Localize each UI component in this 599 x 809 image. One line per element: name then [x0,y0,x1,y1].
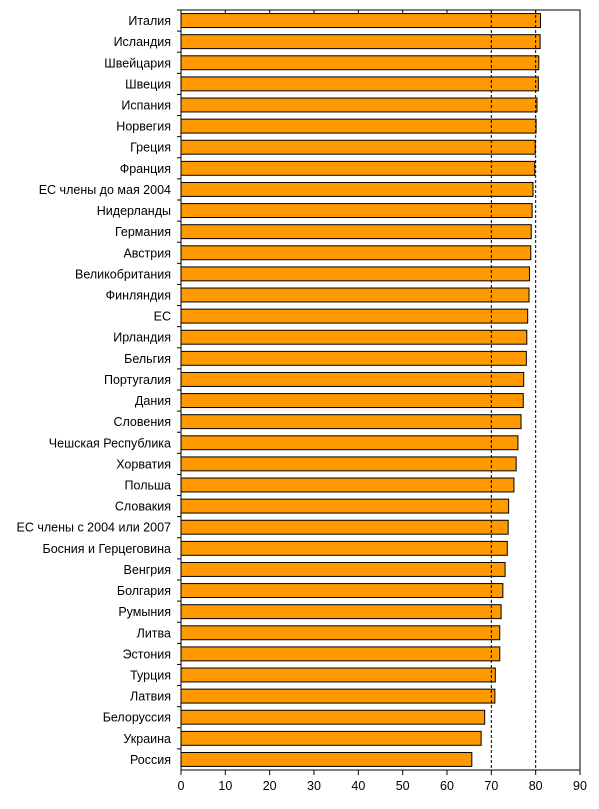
bar [180,203,533,219]
x-tick-label: 50 [396,779,410,793]
axes: Италия Исландия Швейцария Швеция Испания Норв… [17,9,587,793]
x-tick-label: 60 [440,779,454,793]
x-tick-label: 80 [529,779,543,793]
bar [180,160,536,176]
bar [180,414,522,430]
category-label: Италия [128,14,171,28]
bar [180,667,496,683]
category-label: Финляндия [106,289,171,303]
category-label: Швеция [125,77,171,91]
category-label: Босния и Герцеговина [42,542,171,556]
bar [180,350,527,366]
category-label: Австрия [123,246,171,260]
category-label: Словакия [115,500,171,514]
category-label: Испания [121,99,171,113]
category-label: Венгрия [124,563,171,577]
x-tick-label: 40 [351,779,365,793]
category-label: Белоруссия [103,711,171,725]
bar [180,266,530,282]
bar [180,730,482,746]
category-label: Ирландия [113,331,171,345]
bar [180,604,502,620]
category-label: Чешская Республика [49,436,171,450]
bar [180,245,532,261]
x-tick-label: 30 [307,779,321,793]
category-label: ЕС члены до мая 2004 [39,183,171,197]
category-label: ЕС члены с 2004 или 2007 [17,521,172,535]
x-tick-label: 70 [484,779,498,793]
category-label: Польша [125,479,171,493]
category-label: Болгария [117,584,171,598]
category-label: Словения [113,415,171,429]
bar [180,118,537,134]
bar [180,308,529,324]
x-tick-label: 0 [178,779,185,793]
bar [180,688,496,704]
bar [180,224,532,240]
bar [180,709,486,725]
category-label: Румыния [118,605,171,619]
category-label: Хорватия [116,457,171,471]
plot-area [180,9,581,771]
bar [180,583,504,599]
category-label: Литва [137,626,171,640]
bar [180,751,473,767]
bar [180,456,517,472]
category-label: Греция [130,141,171,155]
bar [180,625,501,641]
category-label: Франция [120,162,171,176]
category-label: Эстония [123,647,171,661]
bar [180,97,538,113]
category-label: Норвегия [116,120,171,134]
category-label: Исландия [114,35,171,49]
bar [180,55,540,71]
category-label: Бельгия [124,352,171,366]
category-label: ЕС [154,310,171,324]
bar [180,646,501,662]
bar [180,519,509,535]
x-tick-label: 90 [573,779,587,793]
category-label: Германия [115,225,171,239]
bar [180,13,542,29]
bar [180,371,525,387]
bar [180,287,530,303]
bar [180,76,539,92]
bar [180,181,534,197]
bar [180,34,541,50]
bar [180,435,519,451]
bars-layer [180,13,542,767]
category-label: Россия [130,753,171,767]
reference-lines [490,10,537,770]
category-label: Дания [135,394,171,408]
bar [180,477,515,493]
category-label: Швейцария [104,56,171,70]
bar [180,329,528,345]
category-label: Латвия [130,690,171,704]
bar [180,393,524,409]
bar [180,540,508,556]
category-label: Великобритания [75,267,171,281]
bar [180,139,536,155]
x-tick-label: 20 [263,779,277,793]
bar [180,561,506,577]
category-label: Португалия [104,373,171,387]
category-label: Турция [130,669,171,683]
bar [180,498,510,514]
x-tick-label: 10 [218,779,232,793]
category-label: Украина [123,732,171,746]
category-label: Нидерланды [97,204,171,218]
